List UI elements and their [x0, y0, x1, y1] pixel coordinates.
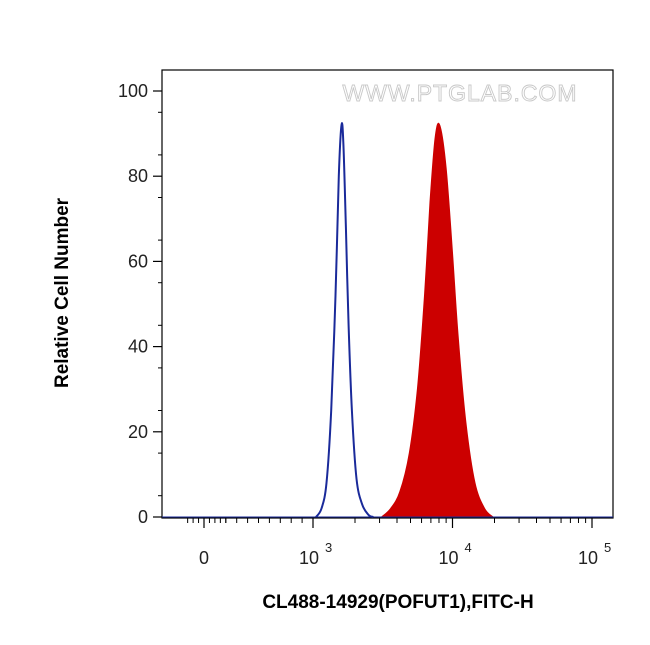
- y-axis: 0 20 40 60 80 100: [118, 81, 162, 527]
- x-tick-exponent: 3: [325, 540, 332, 555]
- y-tick-label: 40: [128, 337, 148, 357]
- series-1-filled-histogram: [380, 122, 495, 518]
- series-0-outline-histogram: [315, 121, 374, 518]
- x-tick-exponent: 5: [604, 540, 611, 555]
- watermark-text: WWW.PTGLAB.COM: [342, 80, 577, 106]
- x-tick-label: 10: [578, 548, 598, 568]
- y-tick-label: 0: [138, 507, 148, 527]
- x-tick-label: 10: [438, 548, 458, 568]
- x-tick-label: 0: [199, 548, 209, 568]
- y-tick-label: 20: [128, 422, 148, 442]
- series-layer: [162, 121, 613, 518]
- y-axis-title: Relative Cell Number: [52, 197, 73, 388]
- y-tick-label: 80: [128, 166, 148, 186]
- x-axis: 0 10 3 10 4 10 5: [187, 518, 611, 568]
- y-tick-label: 100: [118, 81, 148, 101]
- x-axis-title: CL488-14929(POFUT1),FITC-H: [262, 592, 533, 613]
- x-tick-exponent: 4: [465, 540, 472, 555]
- y-tick-label: 60: [128, 251, 148, 271]
- x-tick-label: 10: [299, 548, 319, 568]
- plot-frame: [161, 69, 614, 519]
